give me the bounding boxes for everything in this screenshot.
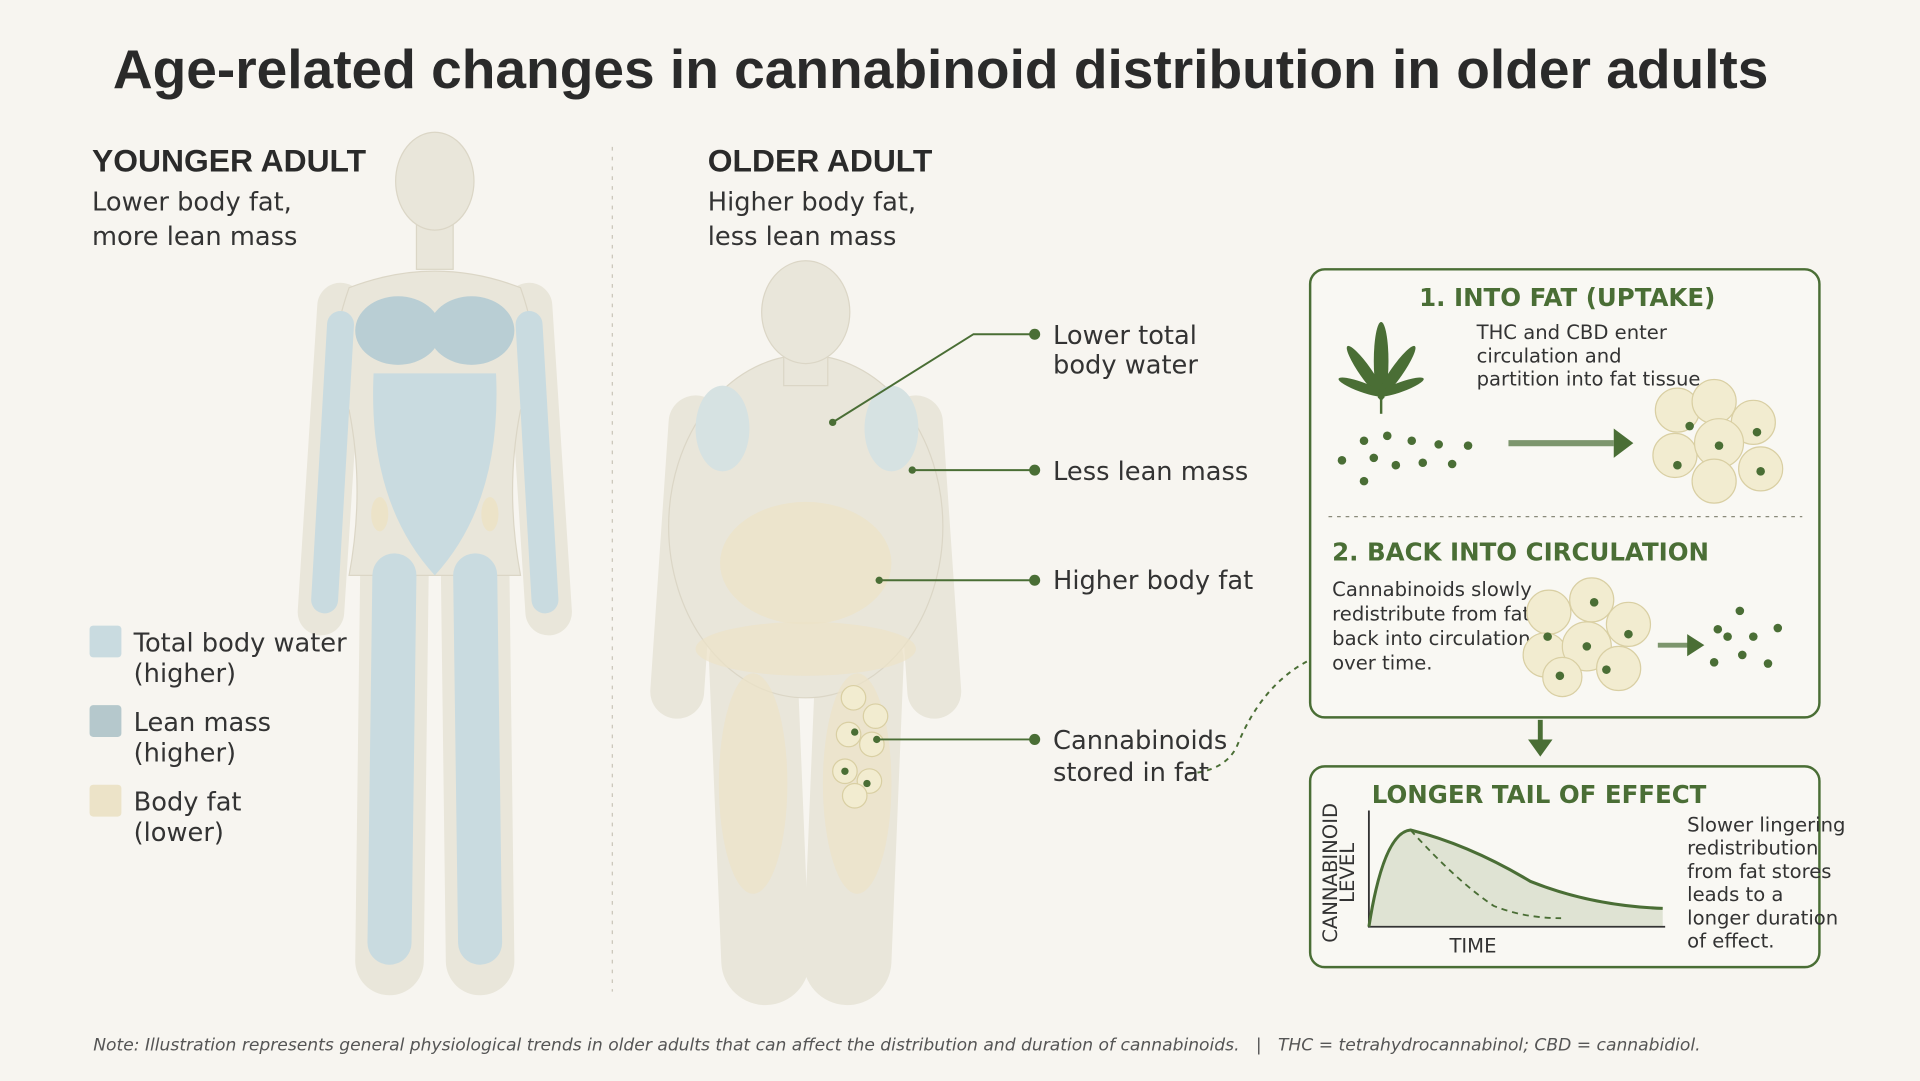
- panel-text: redistribute from fat: [1332, 603, 1530, 626]
- callout-lines: [832, 333, 1309, 775]
- legend-label: Total body water: [133, 628, 347, 658]
- legend-note: (higher): [134, 659, 236, 689]
- legend-swatch: [89, 784, 122, 817]
- panel-title: 1. INTO FAT (UPTAKE): [1419, 283, 1715, 312]
- panel-text: back into circulation: [1332, 627, 1530, 650]
- younger-subtitle: Lower body fat,: [92, 188, 292, 218]
- arrow: [1528, 739, 1553, 757]
- callout: Less lean mass: [1053, 457, 1248, 487]
- y-axis-label: CANNABINOID: [1319, 803, 1342, 943]
- legend-note: (lower): [134, 818, 224, 848]
- callout: Lower total: [1053, 321, 1197, 351]
- legend-label: Lean mass: [134, 708, 271, 738]
- legend-note: (higher): [134, 738, 236, 768]
- legend-swatch: [89, 705, 122, 737]
- callout: Cannabinoids: [1053, 726, 1227, 756]
- process-panel: 1. INTO FAT (UPTAKE) THC and CBD enter c…: [1308, 268, 1821, 719]
- panel-text: of effect.: [1687, 930, 1774, 953]
- panel-title: LONGER TAIL OF EFFECT: [1372, 780, 1707, 809]
- callout: stored in fat: [1053, 758, 1209, 788]
- panel-text: Cannabinoids slowly: [1332, 578, 1532, 601]
- younger-figure: [297, 131, 572, 996]
- callout: body water: [1053, 350, 1198, 380]
- panel-text: partition into fat tissue.: [1477, 368, 1707, 391]
- panel-text: longer duration: [1687, 906, 1838, 929]
- title: Age-related changes in cannabinoid distr…: [113, 38, 1769, 100]
- x-axis-label: TIME: [1448, 934, 1496, 957]
- younger-heading: YOUNGER ADULT: [92, 142, 367, 178]
- panel-text: redistribution: [1687, 837, 1818, 860]
- legend-swatch: [89, 625, 122, 658]
- older-figure: [650, 260, 962, 1006]
- older-heading: OLDER ADULT: [708, 142, 933, 178]
- panel-title: 2. BACK INTO CIRCULATION: [1332, 538, 1709, 567]
- panel-text: circulation and: [1477, 344, 1622, 367]
- note: Note: Illustration represents general ph…: [93, 1035, 1700, 1055]
- legend: Total body water (higher) Lean mass (hig…: [89, 625, 347, 848]
- leaf: [1338, 321, 1424, 414]
- legend-label: Body fat: [134, 787, 242, 817]
- panel-text: from fat stores: [1687, 860, 1831, 883]
- panel-text: Slower lingering: [1687, 813, 1845, 836]
- panel-text: leads to a: [1687, 883, 1783, 906]
- older-subtitle: Higher body fat,: [708, 188, 916, 218]
- tail-panel: LONGER TAIL OF EFFECT CANNABINOID LEVEL …: [1308, 765, 1845, 969]
- y-axis-label: LEVEL: [1336, 843, 1359, 903]
- panel-text: THC and CBD enter: [1476, 321, 1668, 344]
- older-subtitle: less lean mass: [708, 222, 897, 252]
- panel-text: over time.: [1332, 652, 1432, 675]
- younger-subtitle: more lean mass: [92, 222, 297, 252]
- callout: Higher body fat: [1053, 566, 1253, 596]
